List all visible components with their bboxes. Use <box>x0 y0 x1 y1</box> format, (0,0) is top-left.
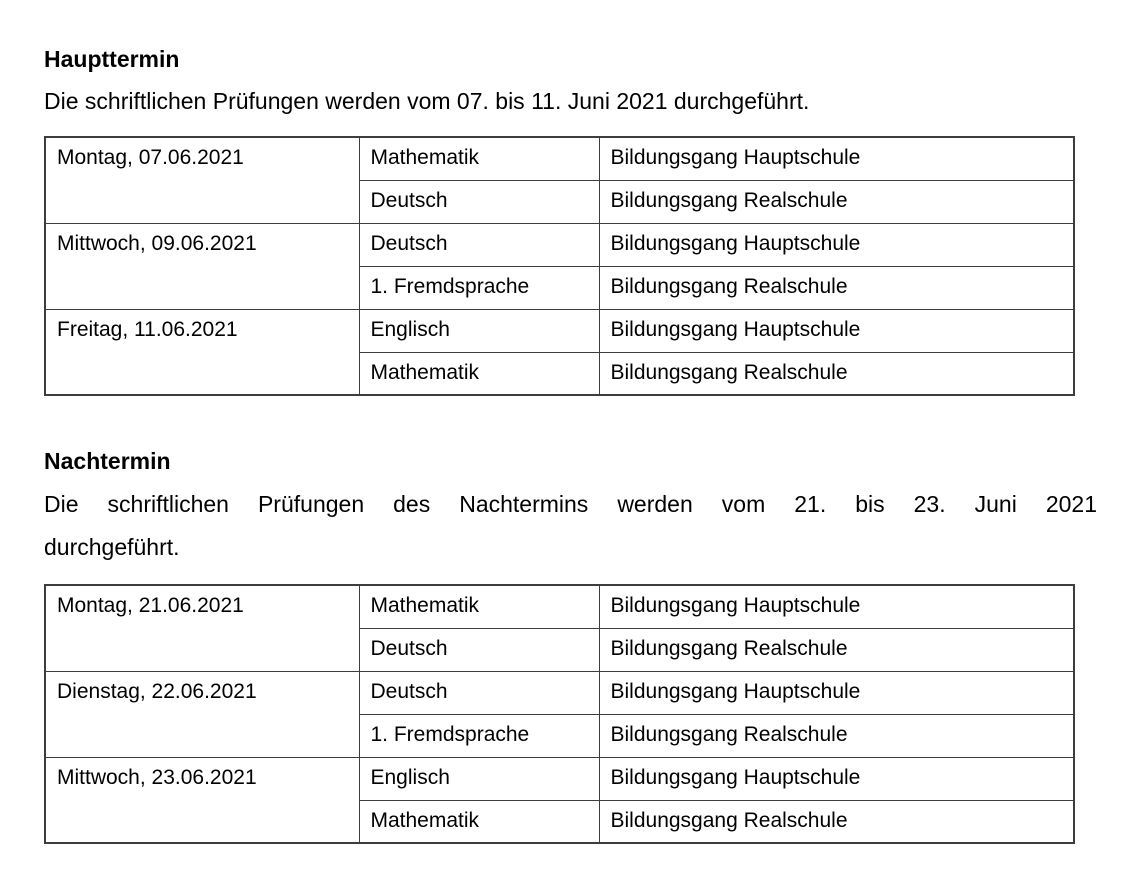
date-cell: Mittwoch, 23.06.2021 <box>44 756 360 844</box>
table-row: Mittwoch, 23.06.2021 Englisch Bildungsga… <box>44 756 1075 844</box>
date-cell: Montag, 07.06.2021 <box>44 136 360 224</box>
table-row: Mittwoch, 09.06.2021 Deutsch Bildungsgan… <box>44 222 1075 310</box>
subject-cell: Mathematik <box>358 584 600 629</box>
track-cell: Bildungsgang Realschule <box>598 799 1075 844</box>
subject-cell: Mathematik <box>358 799 600 844</box>
haupttermin-heading: Haupttermin <box>44 46 180 72</box>
track-cell: Bildungsgang Realschule <box>598 351 1075 396</box>
track-cell: Bildungsgang Hauptschule <box>598 670 1075 715</box>
table-row: 1. Fremdsprache Bildungsgang Realschule <box>45 713 1075 758</box>
subject-cell: Deutsch <box>358 179 600 224</box>
subject-cell: Englisch <box>358 308 600 353</box>
nachtermin-intro-line-2: durchgeführt. <box>44 534 180 560</box>
subject-cell: Deutsch <box>358 670 600 715</box>
date-cell: Mittwoch, 09.06.2021 <box>44 222 360 310</box>
track-cell: Bildungsgang Realschule <box>598 627 1075 672</box>
table-row: Deutsch Bildungsgang Realschule <box>45 179 1075 224</box>
date-cell: Montag, 21.06.2021 <box>44 584 360 672</box>
section-nachtermin: Nachtermin Die schriftlichen Prüfungen d… <box>44 447 1097 844</box>
table-row: Montag, 21.06.2021 Mathematik Bildungsga… <box>44 584 1075 672</box>
table-row: Freitag, 11.06.2021 Englisch Bildungsgan… <box>44 308 1075 396</box>
nachtermin-schedule-table: Montag, 21.06.2021 Mathematik Bildungsga… <box>44 584 1075 844</box>
haupttermin-schedule-table: Montag, 07.06.2021 Mathematik Bildungsga… <box>44 136 1075 396</box>
track-cell: Bildungsgang Hauptschule <box>598 756 1075 801</box>
subject-cell: Mathematik <box>358 351 600 396</box>
track-cell: Bildungsgang Realschule <box>598 265 1075 310</box>
subject-cell: Englisch <box>358 756 600 801</box>
track-cell: Bildungsgang Realschule <box>598 179 1075 224</box>
nachtermin-intro-line-1: Die schriftlichen Prüfungen des Nachterm… <box>44 491 1097 517</box>
subject-cell: Deutsch <box>358 627 600 672</box>
section-haupttermin: Haupttermin Die schriftlichen Prüfungen … <box>44 45 1097 396</box>
haupttermin-intro: Die schriftlichen Prüfungen werden vom 0… <box>44 88 810 114</box>
date-cell: Freitag, 11.06.2021 <box>44 308 360 396</box>
table-row: Montag, 07.06.2021 Mathematik Bildungsga… <box>44 136 1075 224</box>
table-row: Dienstag, 22.06.2021 Deutsch Bildungsgan… <box>44 670 1075 758</box>
subject-cell: Deutsch <box>358 222 600 267</box>
track-cell: Bildungsgang Hauptschule <box>598 584 1075 629</box>
track-cell: Bildungsgang Hauptschule <box>598 136 1075 181</box>
table-row: Mathematik Bildungsgang Realschule <box>45 799 1075 844</box>
subject-cell: Mathematik <box>358 136 600 181</box>
table-row: Mathematik Bildungsgang Realschule <box>45 351 1075 396</box>
table-row: Deutsch Bildungsgang Realschule <box>45 627 1075 672</box>
track-cell: Bildungsgang Hauptschule <box>598 222 1075 267</box>
nachtermin-heading: Nachtermin <box>44 448 171 474</box>
subject-cell: 1. Fremdsprache <box>358 265 600 310</box>
date-cell: Dienstag, 22.06.2021 <box>44 670 360 758</box>
table-row: 1. Fremdsprache Bildungsgang Realschule <box>45 265 1075 310</box>
track-cell: Bildungsgang Realschule <box>598 713 1075 758</box>
subject-cell: 1. Fremdsprache <box>358 713 600 758</box>
nachtermin-intro: Die schriftlichen Prüfungen des Nachterm… <box>44 483 1097 569</box>
track-cell: Bildungsgang Hauptschule <box>598 308 1075 353</box>
